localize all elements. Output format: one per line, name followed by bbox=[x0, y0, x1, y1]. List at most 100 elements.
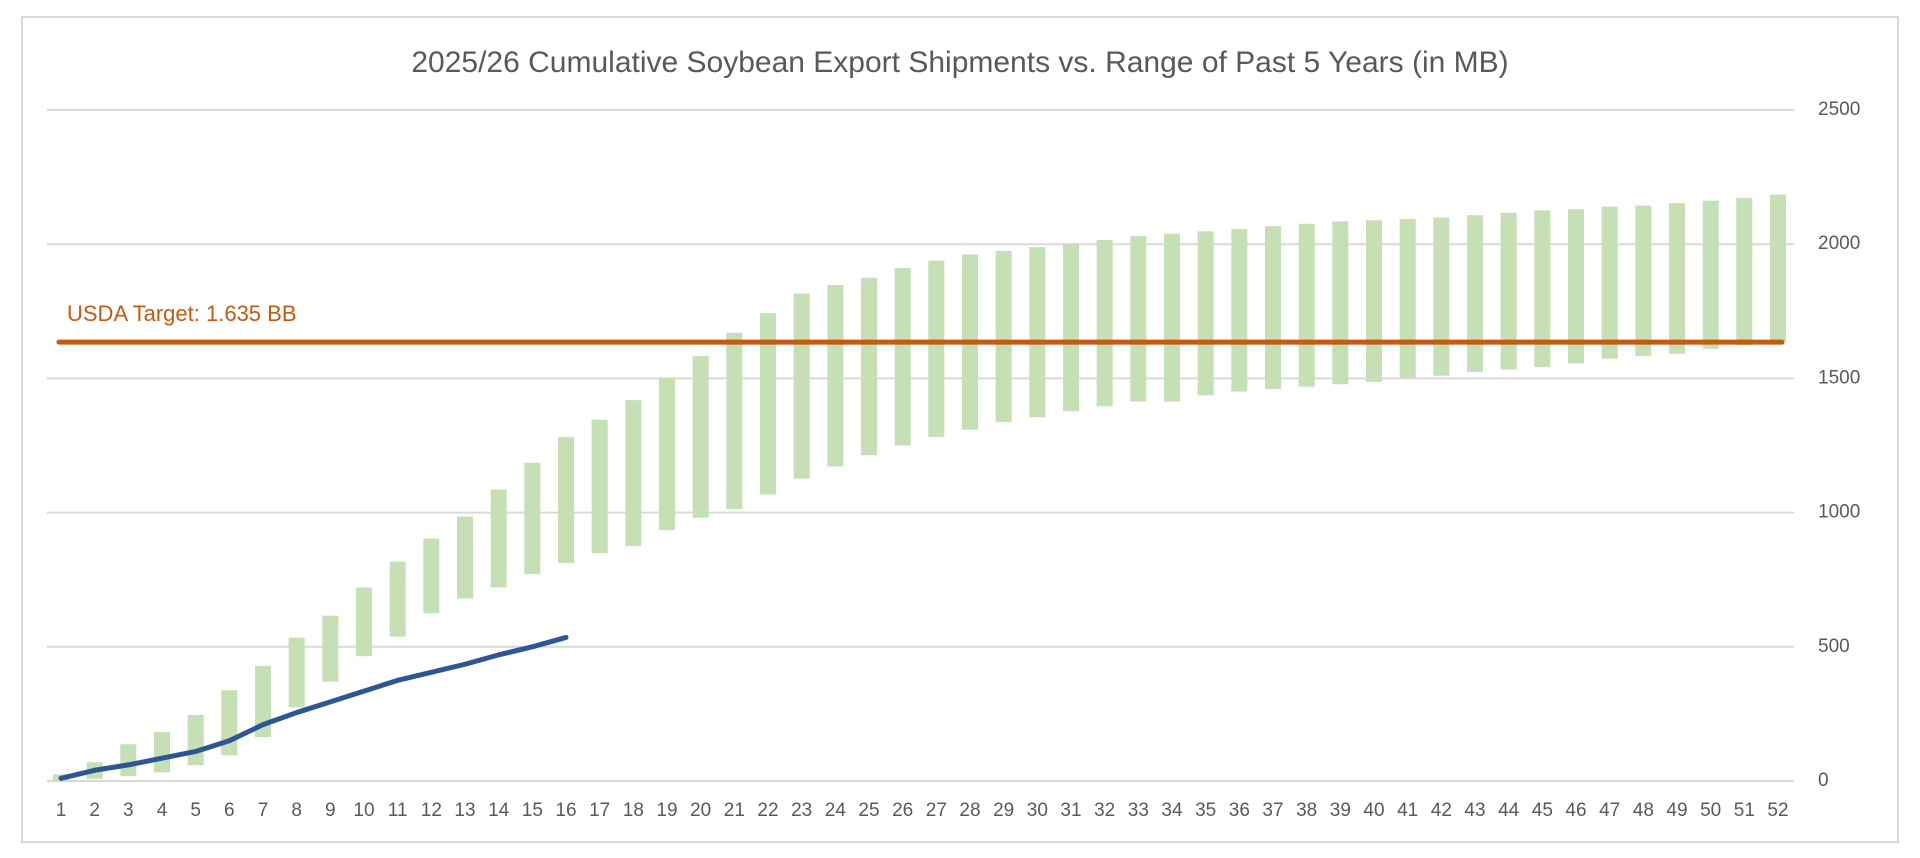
x-tick-label: 33 bbox=[1128, 800, 1149, 821]
range-bar bbox=[659, 378, 675, 531]
range-bar bbox=[1736, 198, 1753, 346]
x-tick-label: 46 bbox=[1565, 800, 1586, 821]
x-tick-label: 12 bbox=[421, 800, 442, 821]
x-tick-label: 4 bbox=[157, 800, 168, 821]
range-bar bbox=[1770, 194, 1786, 342]
range-bar bbox=[726, 332, 743, 510]
x-tick-label: 15 bbox=[522, 800, 543, 821]
x-tick-label: 39 bbox=[1330, 800, 1351, 821]
x-tick-label: 21 bbox=[724, 800, 745, 821]
x-tick-label: 17 bbox=[589, 800, 610, 821]
range-bar bbox=[221, 690, 238, 756]
range-bar bbox=[1635, 205, 1652, 357]
range-bar bbox=[591, 419, 608, 554]
range-bar bbox=[558, 436, 574, 564]
range-bar bbox=[1568, 209, 1584, 364]
range-bar bbox=[322, 615, 339, 682]
x-tick-label: 23 bbox=[791, 800, 812, 821]
range-bar bbox=[288, 637, 305, 708]
range-bar bbox=[1467, 215, 1483, 372]
x-tick-label: 49 bbox=[1666, 800, 1687, 821]
range-bar bbox=[1669, 203, 1685, 354]
x-tick-label: 34 bbox=[1161, 800, 1183, 821]
range-bar bbox=[793, 293, 810, 479]
range-bar bbox=[1534, 210, 1551, 368]
x-tick-label: 10 bbox=[353, 800, 374, 821]
x-tick-label: 52 bbox=[1767, 800, 1788, 821]
range-bar bbox=[1130, 236, 1147, 402]
range-bar bbox=[894, 268, 911, 446]
y-tick-label: 0 bbox=[1818, 770, 1829, 791]
x-tick-label: 48 bbox=[1633, 800, 1654, 821]
y-tick-label: 1000 bbox=[1818, 502, 1860, 523]
range-bar bbox=[1366, 220, 1382, 382]
x-tick-label: 47 bbox=[1599, 800, 1620, 821]
x-tick-label: 40 bbox=[1363, 800, 1384, 821]
range-bar bbox=[356, 587, 372, 657]
x-tick-label: 30 bbox=[1027, 800, 1048, 821]
range-bar bbox=[1231, 228, 1248, 392]
x-tick-label: 13 bbox=[454, 800, 475, 821]
range-bar bbox=[120, 744, 137, 777]
x-tick-label: 38 bbox=[1296, 800, 1317, 821]
range-bar bbox=[1702, 200, 1719, 349]
x-tick-label: 50 bbox=[1700, 800, 1721, 821]
x-tick-label: 51 bbox=[1734, 800, 1755, 821]
x-tick-label: 18 bbox=[623, 800, 644, 821]
y-tick-label: 2500 bbox=[1818, 99, 1860, 120]
x-tick-label: 27 bbox=[926, 800, 947, 821]
range-bar bbox=[861, 277, 877, 456]
x-tick-label: 5 bbox=[190, 800, 201, 821]
range-bar bbox=[423, 538, 440, 614]
range-bar bbox=[1500, 212, 1517, 370]
x-tick-label: 45 bbox=[1532, 800, 1553, 821]
range-bar bbox=[490, 489, 507, 588]
x-tick-label: 29 bbox=[993, 800, 1014, 821]
x-tick-label: 14 bbox=[488, 800, 510, 821]
range-bar bbox=[187, 714, 204, 766]
x-tick-label: 44 bbox=[1498, 800, 1520, 821]
range-bar bbox=[1096, 239, 1113, 407]
x-tick-label: 7 bbox=[258, 800, 269, 821]
range-bar bbox=[995, 250, 1012, 423]
range-bar bbox=[1164, 233, 1180, 402]
x-tick-label: 24 bbox=[825, 800, 847, 821]
range-bar bbox=[692, 356, 709, 518]
range-bar bbox=[1063, 243, 1079, 412]
y-tick-label: 2000 bbox=[1818, 233, 1860, 254]
x-tick-label: 1 bbox=[56, 800, 67, 821]
x-tick-label: 2 bbox=[89, 800, 100, 821]
range-bar bbox=[827, 284, 844, 467]
x-tick-label: 25 bbox=[858, 800, 879, 821]
range-bar bbox=[1433, 217, 1450, 376]
x-tick-label: 22 bbox=[757, 800, 778, 821]
x-tick-label: 43 bbox=[1464, 800, 1485, 821]
x-tick-label: 37 bbox=[1262, 800, 1283, 821]
x-tick-label: 20 bbox=[690, 800, 711, 821]
y-tick-label: 500 bbox=[1818, 636, 1850, 657]
range-bar bbox=[760, 313, 776, 495]
x-tick-label: 3 bbox=[123, 800, 134, 821]
range-bar bbox=[1399, 218, 1416, 379]
x-tick-label: 36 bbox=[1229, 800, 1250, 821]
range-bar bbox=[457, 516, 473, 599]
x-tick-label: 9 bbox=[325, 800, 336, 821]
range-bar bbox=[389, 561, 406, 637]
x-tick-label: 11 bbox=[388, 800, 408, 821]
range-bar bbox=[1298, 223, 1315, 387]
x-tick-label: 19 bbox=[656, 800, 677, 821]
x-tick-label: 28 bbox=[959, 800, 980, 821]
range-bar bbox=[1265, 226, 1281, 390]
target-label: USDA Target: 1.635 BB bbox=[67, 301, 297, 326]
x-tick-label: 16 bbox=[555, 800, 576, 821]
range-bar bbox=[255, 665, 271, 737]
range-bar bbox=[524, 462, 541, 575]
x-tick-label: 31 bbox=[1060, 800, 1081, 821]
x-tick-label: 35 bbox=[1195, 800, 1216, 821]
range-bar bbox=[1332, 221, 1349, 385]
range-bar bbox=[1601, 206, 1618, 359]
chart-title: 2025/26 Cumulative Soybean Export Shipme… bbox=[411, 46, 1508, 79]
chart-frame bbox=[21, 16, 1899, 843]
range-bar bbox=[154, 732, 170, 773]
